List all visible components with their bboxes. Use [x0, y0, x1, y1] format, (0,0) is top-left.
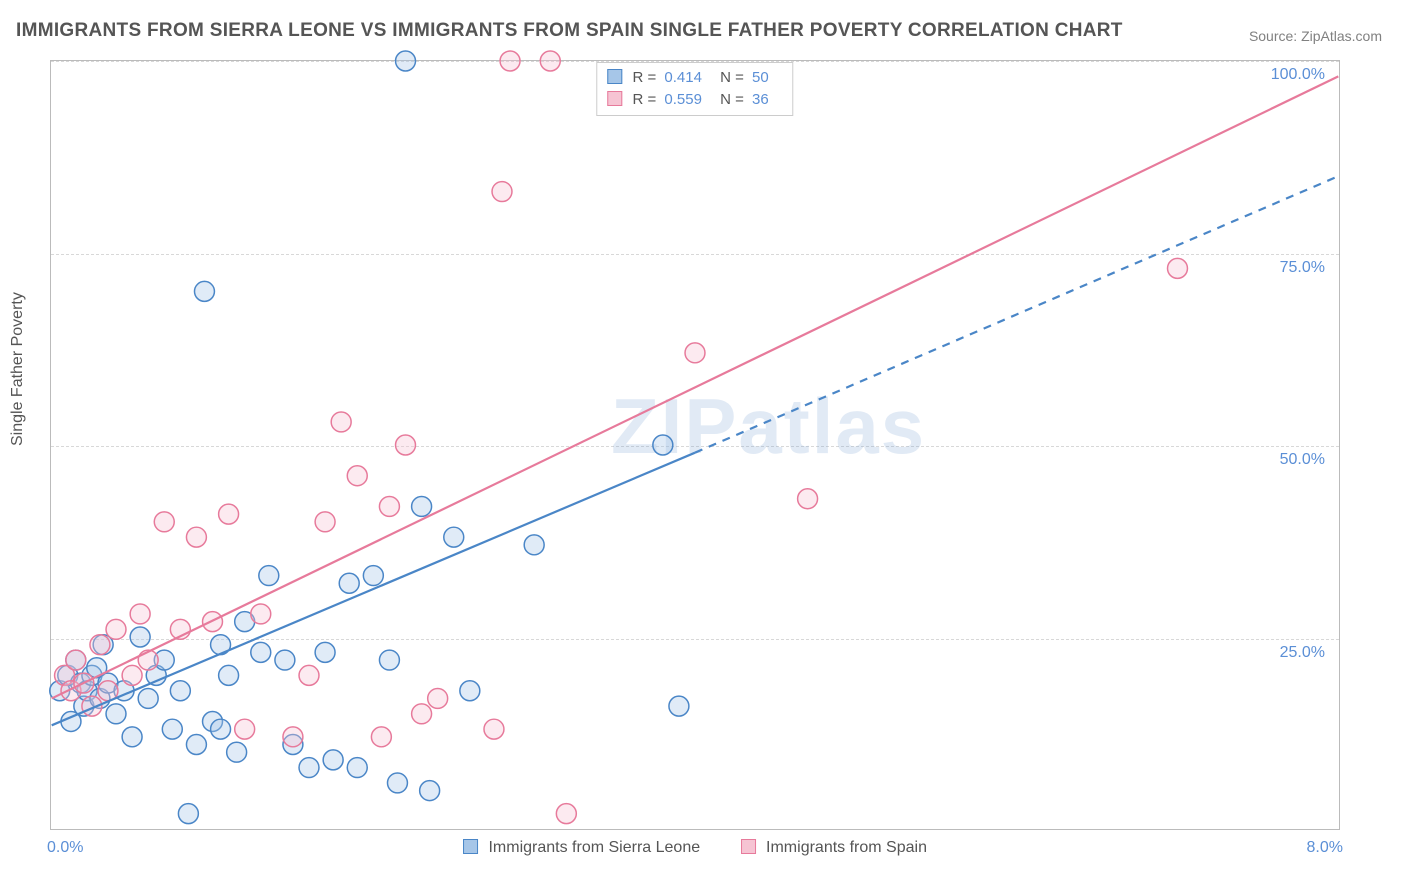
scatter-point	[66, 650, 86, 670]
swatch-icon	[463, 839, 478, 854]
trend-line	[52, 76, 1339, 698]
legend-label: Immigrants from Spain	[766, 839, 927, 856]
scatter-point	[227, 742, 247, 762]
scatter-point	[122, 665, 142, 685]
legend-r-label: R =	[632, 69, 656, 86]
scatter-point	[331, 412, 351, 432]
scatter-point	[235, 719, 255, 739]
scatter-point	[339, 573, 359, 593]
scatter-point	[347, 758, 367, 778]
scatter-point	[186, 735, 206, 755]
scatter-point	[653, 435, 673, 455]
plot-area: 25.0%50.0%75.0%100.0% ZIPatlas R = 0.414…	[50, 60, 1340, 830]
scatter-point	[1168, 258, 1188, 278]
scatter-point	[122, 727, 142, 747]
legend-row-sl: R = 0.414 N = 50	[607, 67, 782, 89]
scatter-point	[106, 619, 126, 639]
scatter-point	[524, 535, 544, 555]
scatter-point	[484, 719, 504, 739]
legend-r-value: 0.414	[664, 69, 702, 86]
correlation-legend: R = 0.414 N = 50 R = 0.559 N = 36	[596, 62, 793, 116]
scatter-point	[106, 704, 126, 724]
legend-r-value: 0.559	[664, 91, 702, 108]
scatter-point	[412, 496, 432, 516]
scatter-point	[211, 719, 231, 739]
x-tick-min: 0.0%	[47, 839, 83, 857]
scatter-point	[138, 650, 158, 670]
scatter-point	[347, 466, 367, 486]
legend-r-label: R =	[632, 91, 656, 108]
scatter-point	[283, 727, 303, 747]
legend-n-label: N =	[720, 91, 744, 108]
legend-n-label: N =	[720, 69, 744, 86]
scatter-point	[556, 804, 576, 824]
scatter-point	[420, 781, 440, 801]
scatter-point	[685, 343, 705, 363]
legend-row-es: R = 0.559 N = 36	[607, 89, 782, 111]
scatter-point	[186, 527, 206, 547]
scatter-point	[162, 719, 182, 739]
scatter-point	[219, 665, 239, 685]
source-attribution: Source: ZipAtlas.com	[1249, 28, 1382, 44]
scatter-point	[259, 566, 279, 586]
scatter-point	[492, 182, 512, 202]
legend-item-sl: Immigrants from Sierra Leone	[463, 839, 705, 856]
scatter-point	[444, 527, 464, 547]
scatter-point	[90, 635, 110, 655]
scatter-point	[130, 627, 150, 647]
legend-n-value: 36	[752, 91, 769, 108]
scatter-point	[371, 727, 391, 747]
scatter-point	[315, 512, 335, 532]
chart-container: IMMIGRANTS FROM SIERRA LEONE VS IMMIGRAN…	[0, 0, 1406, 892]
legend-n-value: 50	[752, 69, 769, 86]
swatch-icon	[607, 69, 622, 84]
legend-item-es: Immigrants from Spain	[741, 839, 927, 856]
scatter-point	[363, 566, 383, 586]
scatter-point	[387, 773, 407, 793]
scatter-point	[178, 804, 198, 824]
scatter-point	[130, 604, 150, 624]
chart-title: IMMIGRANTS FROM SIERRA LEONE VS IMMIGRAN…	[16, 20, 1123, 42]
scatter-point	[396, 51, 416, 71]
legend-label: Immigrants from Sierra Leone	[488, 839, 700, 856]
scatter-point	[798, 489, 818, 509]
scatter-point	[379, 650, 399, 670]
scatter-point	[138, 688, 158, 708]
series-legend: Immigrants from Sierra Leone Immigrants …	[445, 839, 945, 857]
scatter-point	[194, 281, 214, 301]
trend-line	[52, 453, 695, 726]
scatter-point	[669, 696, 689, 716]
scatter-point	[428, 688, 448, 708]
x-tick-max: 8.0%	[1307, 839, 1343, 857]
scatter-point	[275, 650, 295, 670]
scatter-point	[251, 604, 271, 624]
trend-line	[695, 176, 1338, 452]
scatter-point	[219, 504, 239, 524]
scatter-point	[299, 758, 319, 778]
scatter-point	[323, 750, 343, 770]
scatter-svg	[51, 61, 1339, 829]
swatch-icon	[741, 839, 756, 854]
swatch-icon	[607, 91, 622, 106]
scatter-point	[500, 51, 520, 71]
scatter-point	[299, 665, 319, 685]
scatter-point	[170, 681, 190, 701]
scatter-point	[540, 51, 560, 71]
scatter-point	[460, 681, 480, 701]
scatter-point	[379, 496, 399, 516]
scatter-point	[412, 704, 432, 724]
scatter-point	[315, 642, 335, 662]
scatter-point	[251, 642, 271, 662]
scatter-point	[154, 512, 174, 532]
y-axis-label: Single Father Poverty	[9, 292, 27, 446]
scatter-point	[396, 435, 416, 455]
